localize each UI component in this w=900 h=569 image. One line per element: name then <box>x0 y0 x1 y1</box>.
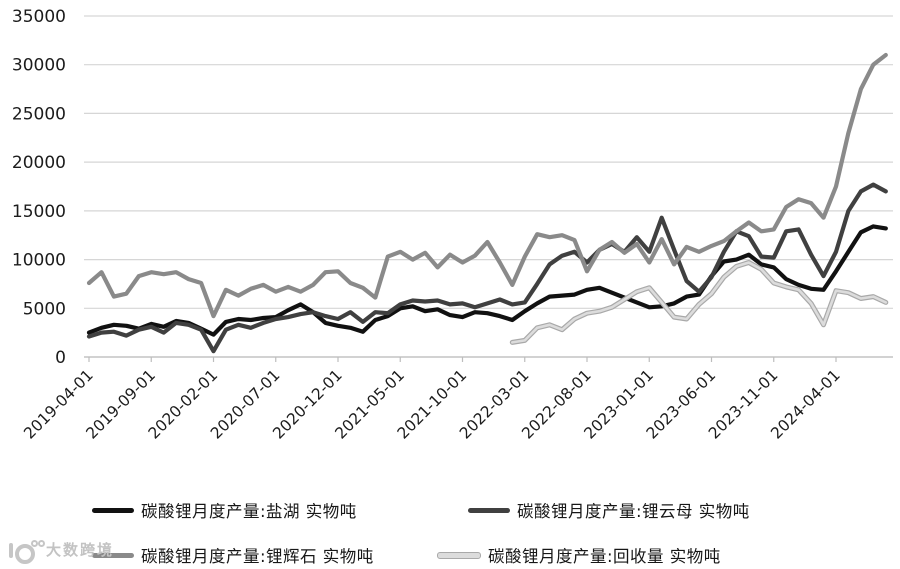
svg-text:30000: 30000 <box>12 56 66 76</box>
svg-text:25000: 25000 <box>12 104 66 124</box>
legend-dash-huishou <box>437 551 481 559</box>
svg-text:5000: 5000 <box>23 299 66 319</box>
watermark-text: 大数跨境 <box>46 540 115 559</box>
production-line-chart: 0 5000 10000 15000 20000 25000 30000 35000 2019… <box>12 7 893 443</box>
gridlines <box>84 15 893 358</box>
legend-label-huishou: 碳酸锂月度产量:回收量 实物吨 <box>488 547 721 566</box>
x-axis-labels: 2019-04-012019-09-012020-02-012020-07-01… <box>20 366 843 442</box>
legend-item-huishou: 碳酸锂月度产量:回收量 实物吨 <box>437 544 721 566</box>
legend-dash-yanhu <box>92 507 134 513</box>
dashu-logo-icon <box>8 536 45 564</box>
svg-text:0: 0 <box>55 348 66 368</box>
y-axis-labels: 0 5000 10000 15000 20000 25000 30000 35000 <box>12 7 66 368</box>
series-lines <box>86 52 889 354</box>
legend-item-lihuishi: 碳酸锂月度产量:锂辉石 实物吨 <box>92 544 374 566</box>
x-axis <box>84 356 893 362</box>
legend-dash-liyunmu <box>468 507 510 513</box>
legend-item-yanhu: 碳酸锂月度产量:盐湖 实物吨 <box>92 499 357 521</box>
watermark: 大数跨境 <box>8 536 115 564</box>
legend-dash-lihuishi <box>92 552 134 558</box>
svg-text:35000: 35000 <box>12 7 66 27</box>
chart-canvas: 0 5000 10000 15000 20000 25000 30000 35000 2019… <box>12 7 893 443</box>
svg-text:20000: 20000 <box>12 153 66 173</box>
legend-label-lihuishi: 碳酸锂月度产量:锂辉石 实物吨 <box>141 547 374 566</box>
svg-text:15000: 15000 <box>12 202 66 222</box>
svg-text:10000: 10000 <box>12 251 66 271</box>
legend-label-liyunmu: 碳酸锂月度产量:锂云母 实物吨 <box>517 502 750 521</box>
legend-label-yanhu: 碳酸锂月度产量:盐湖 实物吨 <box>141 502 357 521</box>
legend-item-liyunmu: 碳酸锂月度产量:锂云母 实物吨 <box>468 499 750 521</box>
